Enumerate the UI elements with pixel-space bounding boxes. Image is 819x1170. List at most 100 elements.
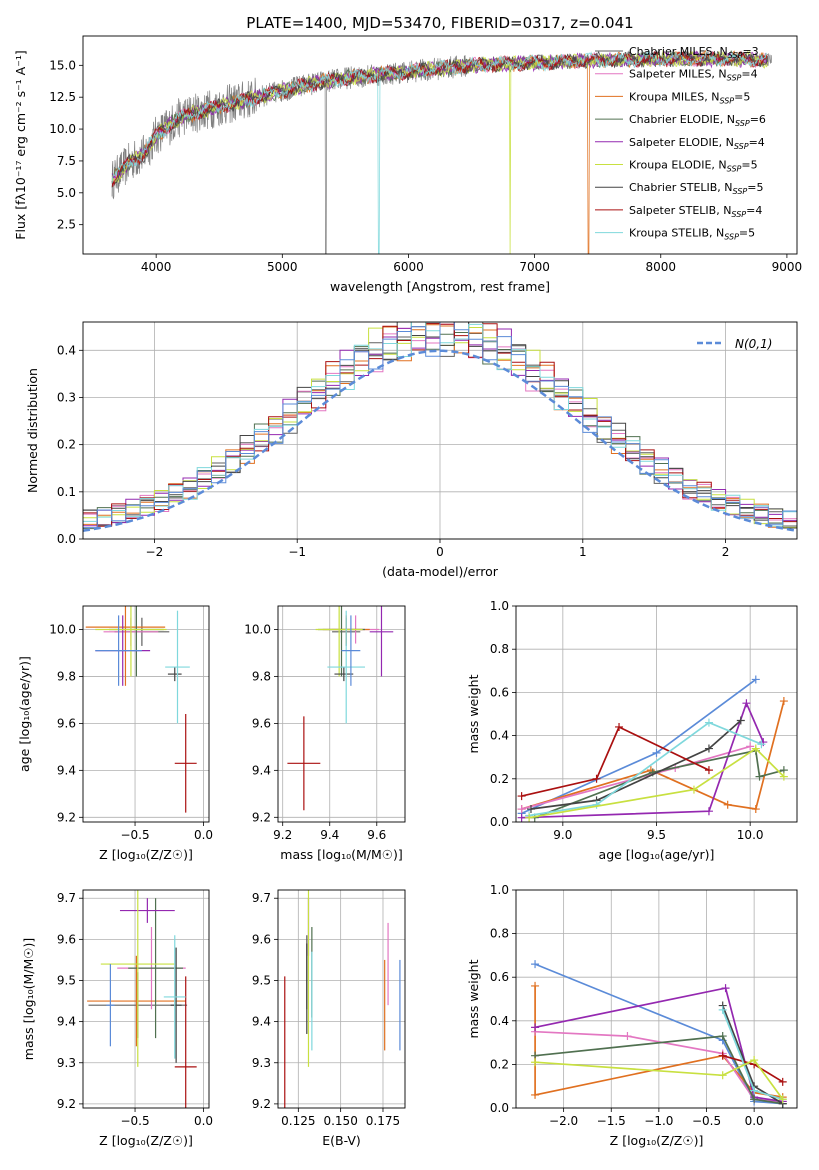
legend-entry-kroupa-elodie: Kroupa ELODIE, NSSP=5 bbox=[629, 159, 758, 174]
axes-frame bbox=[515, 889, 798, 1109]
axes-frame bbox=[277, 889, 406, 1109]
mass-vs-metallicity-panel: −0.5 0.0 9.2 9.3 9.4 9.5 9.6 9.7 Z [log₁₀(Z/Z☉)]… bbox=[21, 889, 213, 1148]
legend: Chabrier MILES, NSSP=3 Salpeter MILES, NS… bbox=[595, 45, 766, 242]
y-tick-label: 1.0 bbox=[490, 883, 509, 897]
data-point-marker bbox=[750, 1086, 759, 1095]
x-tick-label: −2.0 bbox=[549, 1114, 578, 1128]
model-spectrum-kroupa-stelib bbox=[111, 50, 768, 254]
y-tick-label: 0.2 bbox=[57, 438, 76, 452]
data-point-marker bbox=[592, 774, 601, 783]
y-tick-label: 0.8 bbox=[490, 642, 509, 656]
data-point-marker bbox=[531, 1058, 540, 1067]
grid-lines bbox=[83, 606, 209, 822]
data-point-marker bbox=[531, 1023, 540, 1032]
data-point-marker bbox=[757, 740, 766, 749]
x-tick-label: 0.0 bbox=[194, 1114, 213, 1128]
weight-series-kroupa-elodie bbox=[531, 1056, 787, 1104]
y-tick-label: 9.3 bbox=[252, 1056, 271, 1070]
legend-entry-salpeter-elodie: Salpeter ELODIE, NSSP=4 bbox=[629, 136, 765, 151]
errorbar-chabrier-stelib bbox=[170, 947, 182, 1063]
histogram-steps bbox=[83, 322, 797, 532]
grid-lines bbox=[278, 890, 405, 1108]
errorbar-kroupa-elodie bbox=[315, 606, 363, 677]
data-point-marker bbox=[736, 716, 745, 725]
y-tick-label: 9.4 bbox=[252, 1015, 271, 1029]
series-line bbox=[528, 721, 762, 817]
errorbar-salpeter-stelib bbox=[174, 976, 197, 1108]
mass-vs-ebv-panel: 0.125 0.150 0.175 9.2 9.3 9.4 9.5 9.6 9.7 E(B-V) bbox=[252, 889, 406, 1148]
y-tick-label: 15.0 bbox=[49, 58, 76, 72]
errorbar-normal bbox=[106, 964, 115, 1047]
age-vs-metallicity-panel: −0.5 0.0 9.2 9.4 9.6 9.8 10.0 Z [log₁₀(Z/Z☉)] ag… bbox=[17, 605, 213, 862]
data-point-marker bbox=[525, 813, 534, 822]
series-line bbox=[535, 1058, 784, 1100]
grid-lines bbox=[516, 889, 797, 1109]
legend-entry-kroupa-miles: Kroupa MILES, NSSP=5 bbox=[629, 90, 750, 105]
y-tick-label: 0.6 bbox=[490, 685, 509, 699]
x-tick-label: 6000 bbox=[393, 260, 424, 274]
normal-curve bbox=[83, 349, 795, 532]
data-point-marker bbox=[778, 1095, 787, 1104]
y-tick-label: 9.6 bbox=[57, 716, 76, 730]
x-tick-label: 9.5 bbox=[647, 828, 666, 842]
axes-frame bbox=[82, 605, 210, 823]
legend-entry-chabrier-miles: Chabrier MILES, NSSP=3 bbox=[629, 45, 759, 60]
x-axis-label: Z [log₁₀(Z/Z☉)] bbox=[610, 1133, 704, 1148]
y-axis-label: age [log₁₀(age/yr)] bbox=[17, 656, 32, 772]
x-axis-label: mass [log₁₀(M/M☉)] bbox=[280, 847, 402, 862]
data-point-marker bbox=[517, 792, 526, 801]
series-line bbox=[534, 963, 783, 1105]
series-line bbox=[534, 987, 783, 1103]
x-tick-label: 9.0 bbox=[553, 828, 572, 842]
y-tick-label: 1.0 bbox=[490, 599, 509, 613]
series-line bbox=[528, 747, 785, 819]
x-tick-label: 2 bbox=[722, 545, 730, 559]
data-point-marker bbox=[704, 718, 713, 727]
weight-series-normal bbox=[517, 675, 760, 818]
y-tick-label: 2.5 bbox=[57, 218, 76, 232]
y-tick-label: 12.5 bbox=[49, 90, 76, 104]
x-tick-label: 0.125 bbox=[281, 1114, 315, 1128]
y-tick-label: 0.0 bbox=[490, 1101, 509, 1115]
y-tick-label: 0.3 bbox=[57, 390, 76, 404]
axes-frame bbox=[82, 35, 798, 255]
legend-entry-normal: N(0,1) bbox=[735, 337, 772, 351]
x-tick-label: 9.4 bbox=[320, 828, 339, 842]
data-point-marker bbox=[778, 1077, 787, 1086]
series-line bbox=[530, 719, 742, 810]
data-point-marker bbox=[531, 981, 540, 990]
data-point-marker bbox=[751, 805, 760, 814]
legend-entry-kroupa-stelib: Kroupa STELIB, NSSP=5 bbox=[629, 227, 755, 242]
series-line bbox=[521, 700, 765, 819]
errorbar-salpeter-elodie bbox=[369, 606, 394, 677]
y-tick-label: 10.0 bbox=[49, 122, 76, 136]
x-tick-label: 0.0 bbox=[745, 1114, 764, 1128]
x-axis-label: Z [log₁₀(Z/Z☉)] bbox=[99, 1133, 193, 1148]
data-point-marker bbox=[750, 1056, 759, 1065]
y-tick-label: 9.4 bbox=[252, 763, 271, 777]
y-tick-label: 0.6 bbox=[490, 970, 509, 984]
age-vs-mass-panel: 9.2 9.4 9.6 9.2 9.4 9.6 9.8 10.0 mass [log₁₀(M/M… bbox=[244, 605, 406, 862]
error-bars bbox=[87, 890, 197, 1108]
y-tick-label: 9.3 bbox=[57, 1056, 76, 1070]
x-tick-label: 9.2 bbox=[273, 828, 292, 842]
x-tick-label: 5000 bbox=[267, 260, 298, 274]
y-tick-label: 9.8 bbox=[252, 669, 271, 683]
x-tick-label: 0.150 bbox=[323, 1114, 357, 1128]
errorbar-salpeter-elodie bbox=[119, 898, 175, 923]
x-axis-label: wavelength [Angstrom, rest frame] bbox=[330, 279, 550, 294]
data-point-marker bbox=[779, 697, 788, 706]
histogram-series bbox=[83, 322, 797, 529]
weight-series-salpeter-elodie bbox=[517, 699, 768, 822]
data-point-marker bbox=[779, 772, 788, 781]
legend-entry-salpeter-stelib: Salpeter STELIB, NSSP=4 bbox=[629, 204, 762, 219]
data-point-marker bbox=[718, 1051, 727, 1060]
errorbar-normal bbox=[95, 615, 142, 686]
data-point-marker bbox=[531, 1090, 540, 1099]
y-axis-label: Normed distribution bbox=[25, 368, 40, 493]
data-point-marker bbox=[751, 744, 760, 753]
spectrum-lines bbox=[111, 49, 772, 254]
grid-lines bbox=[278, 606, 405, 822]
x-tick-label: 0.175 bbox=[366, 1114, 400, 1128]
errorbar-kroupa-stelib bbox=[165, 610, 190, 724]
